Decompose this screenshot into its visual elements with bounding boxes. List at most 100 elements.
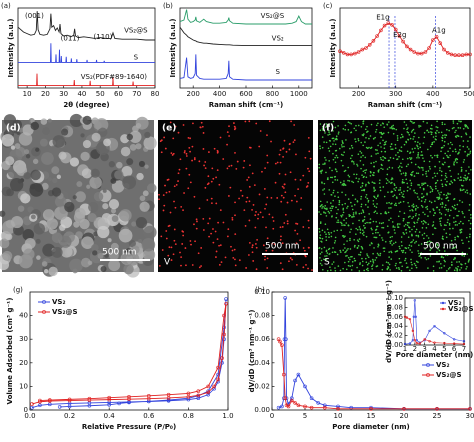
dot (432, 265, 435, 268)
dot (255, 246, 258, 249)
dot (323, 188, 326, 190)
grain (87, 260, 93, 266)
dot (466, 178, 469, 180)
dot (407, 216, 410, 218)
dot (459, 176, 462, 179)
dot (443, 140, 446, 143)
dot (413, 175, 416, 177)
marker (283, 396, 288, 401)
dot (449, 141, 452, 144)
dot (173, 239, 176, 242)
marker (428, 340, 431, 343)
dot (447, 150, 449, 153)
dot (388, 181, 390, 183)
dot (445, 232, 448, 235)
dot (325, 123, 328, 125)
dot (417, 151, 420, 154)
dot (379, 156, 382, 159)
dot (323, 258, 325, 261)
dot (382, 247, 385, 249)
grain (121, 165, 133, 177)
dot (226, 235, 229, 238)
dot (294, 229, 297, 232)
dot (461, 211, 464, 213)
dot (347, 129, 350, 131)
dot (172, 152, 175, 155)
dot (417, 217, 420, 220)
dot (461, 189, 464, 191)
dot (361, 174, 363, 176)
dot (389, 145, 392, 148)
dot (276, 197, 279, 199)
dot (430, 131, 432, 133)
dot (376, 252, 379, 255)
y-tick-label: 10 (19, 382, 28, 390)
grain (41, 261, 48, 267)
dot (369, 260, 372, 263)
dot (326, 270, 329, 272)
dot (191, 264, 194, 266)
dot (388, 121, 390, 123)
dot (445, 194, 448, 197)
dot (468, 258, 470, 261)
marker (216, 365, 220, 370)
dot (305, 186, 308, 188)
dot (344, 128, 346, 131)
dot (469, 213, 472, 216)
dot (282, 196, 285, 199)
dot (365, 136, 367, 139)
dot (383, 195, 386, 198)
marker (457, 53, 461, 58)
dot (405, 232, 408, 234)
marker (367, 42, 372, 47)
dot (399, 201, 402, 203)
dot (247, 176, 250, 179)
dot (328, 160, 330, 162)
grain (80, 133, 85, 138)
dot (343, 243, 345, 246)
marker (449, 52, 454, 57)
dot (359, 231, 362, 234)
dot (451, 127, 454, 130)
x-tick-label: 80 (151, 90, 160, 98)
plot-frame (29, 291, 229, 411)
dot (199, 126, 202, 129)
dot (252, 204, 255, 206)
dot (387, 266, 389, 268)
dot (374, 210, 377, 213)
dot (400, 133, 403, 136)
dot (342, 208, 344, 211)
dot (356, 200, 359, 202)
dot (343, 182, 345, 185)
series-line (179, 9, 312, 25)
dot (329, 207, 332, 210)
dot (377, 245, 379, 248)
marker (117, 401, 121, 406)
dot (432, 221, 435, 223)
y-axis-label: Intensity (a.u.) (329, 18, 337, 77)
dot (327, 134, 329, 136)
dot (273, 243, 276, 246)
dot (389, 156, 392, 159)
dot (325, 215, 328, 217)
grain (93, 191, 104, 202)
y-tick-label: 0.04 (387, 322, 403, 330)
x-tick-label: 15 (367, 412, 376, 420)
dot (457, 265, 459, 268)
marker (452, 338, 456, 341)
dot (360, 156, 362, 158)
grain (48, 266, 58, 277)
marker (408, 317, 412, 321)
dot (332, 143, 334, 145)
dot (436, 260, 438, 263)
dot (398, 268, 401, 270)
dot (163, 136, 166, 139)
dot (447, 199, 450, 202)
marker (222, 332, 226, 337)
dot (411, 234, 413, 237)
dot (374, 259, 377, 261)
dot (351, 216, 353, 218)
dot (418, 156, 420, 159)
dot (442, 134, 444, 137)
dot (215, 250, 218, 253)
